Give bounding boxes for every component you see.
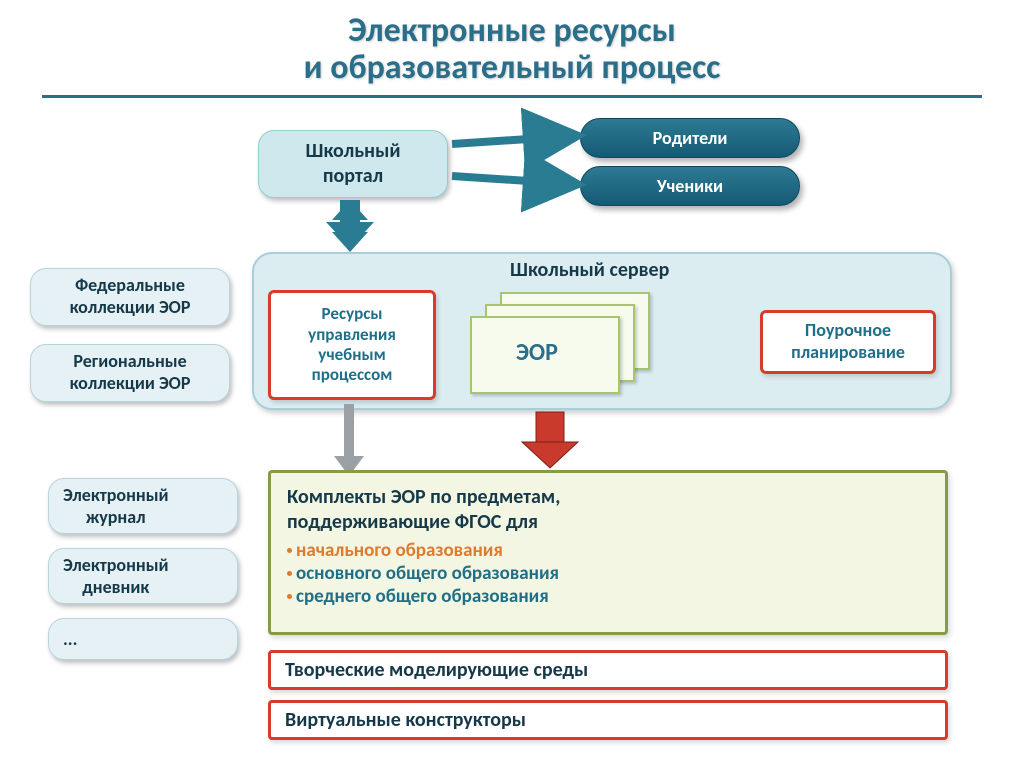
kits-item-3: среднего общего образования <box>287 585 929 608</box>
students-oval: Ученики <box>580 166 800 206</box>
arrow-resources-journals <box>334 404 364 476</box>
federal-label: Федеральные коллекции ЭОР <box>70 275 191 318</box>
title-line-1: Электронные ресурсы <box>0 12 1024 49</box>
journal-box-3: ... <box>48 618 238 660</box>
arrow-portal-students <box>452 176 574 184</box>
bullet-icon <box>287 571 292 576</box>
portal-label: Школьный портал <box>306 139 401 189</box>
kits-item-3-label: среднего общего образования <box>296 585 549 608</box>
journal-2-label: Электронный дневник <box>63 554 169 598</box>
portal-box: Школьный портал <box>258 130 448 198</box>
kits-item-2: основного общего образования <box>287 562 929 585</box>
kits-item-2-label: основного общего образования <box>296 562 559 585</box>
kits-item-1-label: начального образования <box>296 539 503 562</box>
arrow-portal-parents <box>452 136 574 144</box>
kits-heading-1: Комплекты ЭОР по предметам, <box>287 485 929 510</box>
parents-oval: Родители <box>580 118 800 158</box>
resources-box: Ресурсы управления учебным процессом <box>268 290 436 400</box>
journal-box-1: Электронный журнал <box>48 478 238 534</box>
journal-3-label: ... <box>63 628 77 650</box>
federal-box: Федеральные коллекции ЭОР <box>30 268 230 326</box>
diagram-title: Электронные ресурсы и образовательный пр… <box>0 0 1024 98</box>
journal-1-label: Электронный журнал <box>63 484 169 528</box>
title-underline <box>42 95 982 98</box>
bullet-icon <box>287 548 292 553</box>
eor-label: ЭОР <box>516 338 558 367</box>
kits-box: Комплекты ЭОР по предметам, поддерживающ… <box>268 470 948 635</box>
bottom-row-1: Творческие моделирующие среды <box>268 650 948 690</box>
arrow-portal-server-double <box>326 200 374 252</box>
bottom-row-2: Виртуальные конструкторы <box>268 700 948 740</box>
bullet-icon <box>287 594 292 599</box>
resources-label: Ресурсы управления учебным процессом <box>308 304 396 386</box>
journal-box-2: Электронный дневник <box>48 548 238 604</box>
kits-heading-2: поддерживающие ФГОС для <box>287 510 929 535</box>
planning-label: Поурочное планирование <box>791 320 905 363</box>
bottom-row-1-label: Творческие моделирующие среды <box>285 658 588 682</box>
planning-box: Поурочное планирование <box>760 310 936 374</box>
parents-label: Родители <box>653 127 728 149</box>
regional-label: Региональные коллекции ЭОР <box>70 351 191 394</box>
students-label: Ученики <box>657 175 723 197</box>
kits-item-1: начального образования <box>287 539 929 562</box>
regional-box: Региональные коллекции ЭОР <box>30 344 230 402</box>
server-title: Школьный сервер <box>510 258 669 282</box>
arrow-eor-kits <box>522 412 578 468</box>
bottom-row-2-label: Виртуальные конструкторы <box>285 708 526 732</box>
title-line-2: и образовательный процесс <box>0 49 1024 86</box>
